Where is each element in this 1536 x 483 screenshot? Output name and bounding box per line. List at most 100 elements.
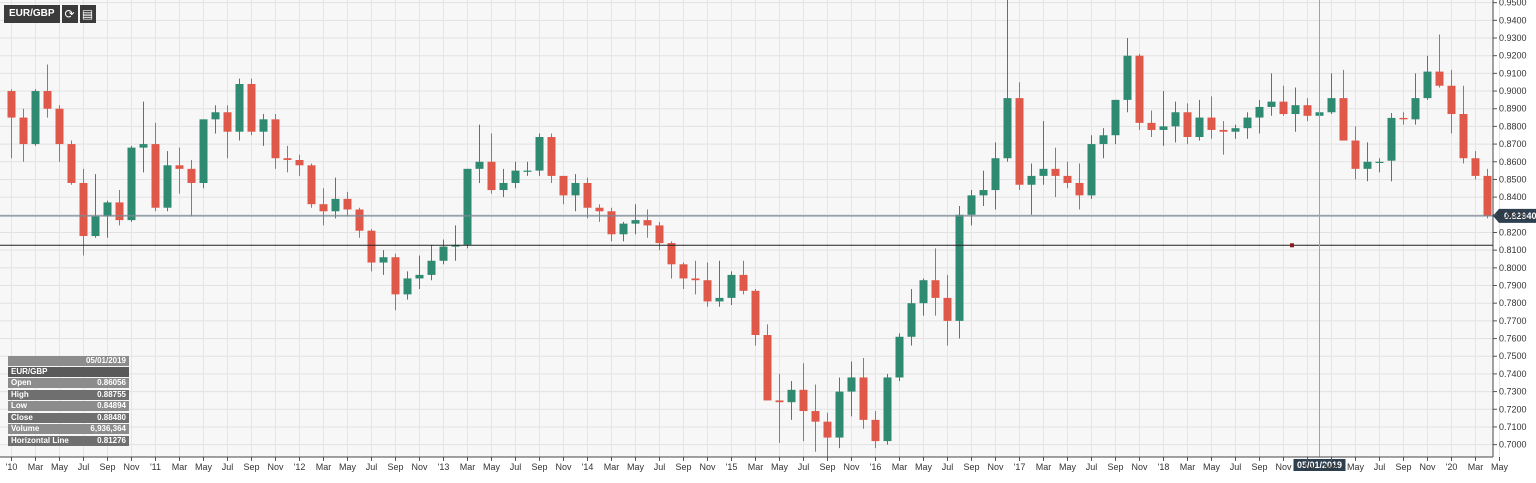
candle-body (1135, 55, 1144, 123)
candle-body (379, 257, 388, 263)
x-tick-label: Mar (1468, 462, 1484, 472)
x-tick-label: Nov (1275, 462, 1292, 472)
candle-body (919, 280, 928, 304)
refresh-icon[interactable]: ⟳ (61, 5, 78, 23)
x-tick-label: Mar (1324, 462, 1340, 472)
candle (1483, 168, 1492, 219)
candle (343, 191, 352, 217)
candle-body (1123, 55, 1132, 100)
x-tick-label: Jul (78, 462, 90, 472)
x-tick-label: May (1491, 462, 1509, 472)
candle (1123, 38, 1132, 113)
x-tick-label: Sep (243, 462, 259, 472)
x-tick-label: Nov (123, 462, 140, 472)
candle-body (1027, 175, 1036, 185)
x-tick-label: '13 (438, 462, 450, 472)
info-row-low: Low 0.84894 (8, 401, 129, 411)
x-tick-label: May (1203, 462, 1221, 472)
x-tick-label: '14 (582, 462, 594, 472)
candle (1339, 69, 1348, 141)
y-tick-label: 0.8200 (1499, 227, 1527, 237)
candle (931, 248, 940, 316)
candle-body (475, 161, 484, 169)
candle (571, 174, 580, 212)
candle-body (967, 195, 976, 215)
candle-body (19, 117, 28, 145)
candle (1471, 151, 1480, 180)
x-tick-label: May (483, 462, 501, 472)
candle (511, 161, 520, 189)
x-tick-label: Sep (99, 462, 115, 472)
candle-body (1411, 98, 1420, 120)
candle-body (499, 182, 508, 191)
x-tick-label: Sep (387, 462, 403, 472)
candle-body (559, 175, 568, 196)
candle-body (691, 278, 700, 281)
candle-body (1471, 158, 1480, 176)
crosshair-date-tag (1293, 459, 1346, 471)
candle (679, 262, 688, 290)
candle (1363, 142, 1372, 182)
candle-body (1075, 182, 1084, 196)
x-tick-label: '20 (1446, 462, 1458, 472)
x-tick-label: Nov (699, 462, 716, 472)
y-tick-label: 0.7300 (1499, 387, 1527, 397)
x-tick-label: Sep (963, 462, 979, 472)
horizontal-line-handle[interactable] (1290, 243, 1294, 248)
symbol-button[interactable]: EUR/GBP (4, 5, 60, 23)
candle-body (7, 91, 16, 118)
candle-body (1003, 98, 1012, 159)
candle-body (763, 335, 772, 401)
candle-body (427, 260, 436, 275)
candle (1159, 91, 1168, 146)
candle (1195, 99, 1204, 141)
y-tick-label: 0.8600 (1499, 157, 1527, 167)
candle-body (307, 165, 316, 205)
candle (499, 168, 508, 198)
candle (1351, 126, 1360, 180)
candle (1435, 34, 1444, 88)
candle-body (1435, 71, 1444, 86)
candle-body (115, 202, 124, 221)
candle (787, 380, 796, 420)
candle-body (1087, 144, 1096, 196)
candle-body (871, 419, 880, 442)
candle (1387, 112, 1396, 182)
candle (271, 114, 280, 169)
candle-body (163, 165, 172, 208)
candle-body (487, 161, 496, 191)
candle (403, 271, 412, 300)
calendar-icon[interactable]: ▤ (79, 5, 96, 23)
candle-body (655, 225, 664, 244)
candle (1147, 110, 1156, 138)
candle-body (1483, 175, 1492, 216)
candle-body (679, 264, 688, 279)
candle-body (319, 204, 328, 212)
candle (235, 78, 244, 141)
y-tick-label: 0.8300 (1499, 210, 1527, 220)
candle (1447, 69, 1456, 134)
x-tick-label: May (771, 462, 789, 472)
candle-body (211, 112, 220, 120)
candle-body (835, 391, 844, 438)
candle-body (823, 421, 832, 438)
info-label: Close (11, 412, 33, 422)
x-tick-label: '11 (150, 462, 161, 472)
x-tick-label: Sep (675, 462, 691, 472)
candle (1243, 112, 1252, 139)
candle-body (931, 280, 940, 298)
y-tick-label: 0.9100 (1499, 68, 1527, 78)
candle (331, 177, 340, 219)
candle-body (787, 389, 796, 403)
candle-body (571, 182, 580, 196)
candle (895, 333, 904, 381)
candle-body (595, 207, 604, 212)
candle-body (583, 182, 592, 208)
current-price-tag (1493, 208, 1536, 223)
x-tick-label: '17 (1014, 462, 1026, 472)
candle-body (199, 119, 208, 183)
candle (31, 89, 40, 146)
candle-body (1351, 140, 1360, 169)
candle (955, 205, 964, 339)
